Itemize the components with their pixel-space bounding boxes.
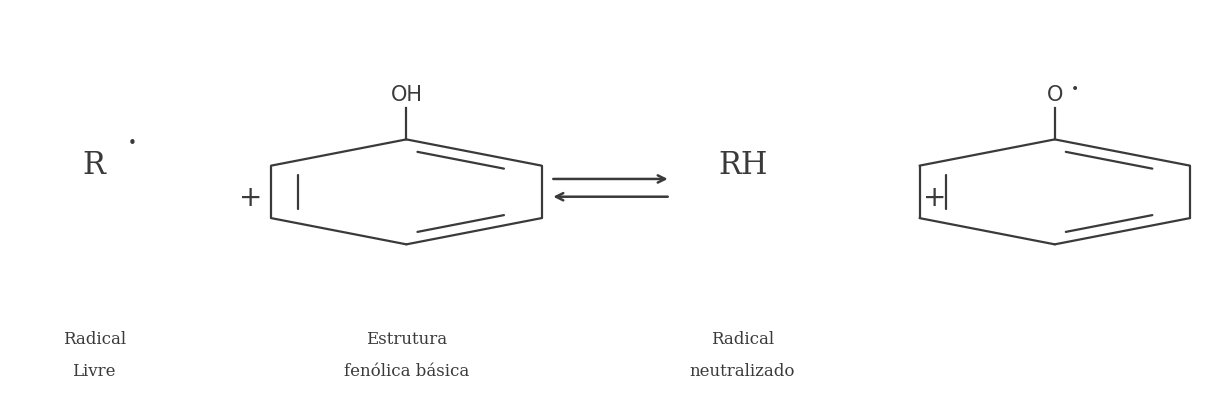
- Text: •: •: [128, 136, 137, 151]
- Text: R: R: [82, 150, 105, 181]
- Text: Estrutura: Estrutura: [366, 331, 447, 348]
- Text: Radical: Radical: [63, 331, 126, 348]
- Text: neutralizado: neutralizado: [690, 363, 796, 380]
- Text: +: +: [238, 184, 262, 212]
- Text: •: •: [1071, 82, 1080, 96]
- Text: OH: OH: [391, 85, 422, 105]
- Text: O: O: [1047, 85, 1063, 105]
- Text: +: +: [922, 184, 947, 212]
- Text: Livre: Livre: [73, 363, 116, 380]
- Text: RH: RH: [718, 150, 768, 181]
- Text: fenólica básica: fenólica básica: [343, 363, 469, 380]
- Text: Radical: Radical: [711, 331, 774, 348]
